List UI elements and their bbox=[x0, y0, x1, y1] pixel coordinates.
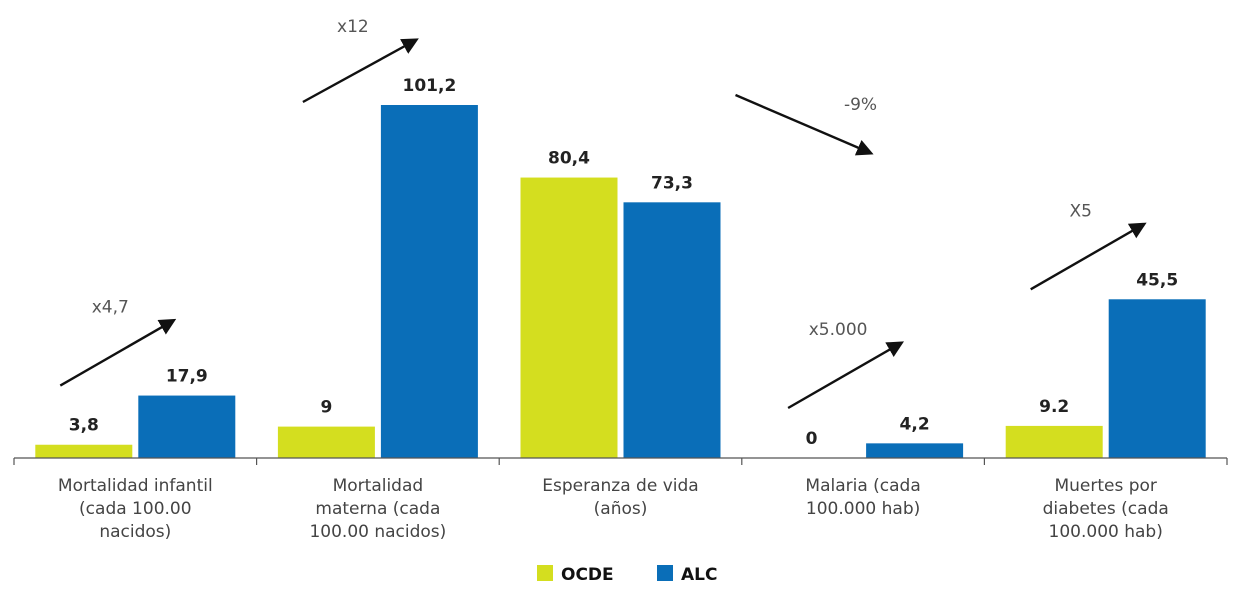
bar-alc-2 bbox=[380, 105, 478, 458]
annotation-label-4: x5.000 bbox=[809, 320, 868, 340]
bar-alc-1 bbox=[138, 395, 236, 458]
bar-alc-4 bbox=[866, 443, 964, 458]
annotation-label-3: -9% bbox=[844, 95, 877, 115]
data-label-ocde-5: 9.2 bbox=[1039, 397, 1069, 417]
category-label-5: Muertes por diabetes (cada 100.000 hab) bbox=[1043, 476, 1169, 542]
data-label-ocde-2: 9 bbox=[320, 398, 332, 418]
legend-swatch-alc bbox=[657, 565, 673, 581]
data-label-ocde-1: 3,8 bbox=[69, 416, 99, 436]
data-label-ocde-4: 0 bbox=[806, 429, 818, 449]
value-labels-layer: 3,8 17,9 9 101,2 80,4 73,3 0 4,2 9.2 45,5 bbox=[69, 76, 1178, 449]
annotation-label-2: x12 bbox=[337, 17, 369, 37]
category-label-1: Mortalidad infantil (cada 100.00 nacidos) bbox=[58, 476, 213, 542]
annotations-layer: x4,7 x12 -9% x5.000 X5 bbox=[59, 17, 1147, 410]
category-label-4: Malaria (cada 100.000 hab) bbox=[805, 476, 920, 519]
bar-alc-5 bbox=[1108, 299, 1206, 458]
bar-ocde-5 bbox=[1005, 425, 1103, 458]
data-label-alc-3: 73,3 bbox=[651, 173, 693, 193]
data-label-alc-1: 17,9 bbox=[166, 367, 208, 387]
bar-ocde-1 bbox=[35, 444, 133, 458]
bars-layer bbox=[35, 105, 1206, 459]
bar-ocde-3 bbox=[520, 177, 618, 459]
x-axis bbox=[13, 457, 1228, 465]
annotation-arrow-4 bbox=[787, 341, 905, 410]
legend-label-ocde: OCDE bbox=[561, 565, 614, 585]
data-label-ocde-3: 80,4 bbox=[548, 149, 590, 169]
legend-swatch-ocde bbox=[537, 565, 553, 581]
legend-label-alc: ALC bbox=[681, 565, 717, 585]
bar-alc-3 bbox=[623, 202, 721, 458]
annotation-arrow-5 bbox=[1030, 222, 1147, 291]
annotation-arrow-1 bbox=[59, 318, 177, 387]
category-labels-layer: Mortalidad infantil (cada 100.00 nacidos) M… bbox=[58, 476, 1169, 542]
category-label-2: Mortalidad materna (cada 100.00 nacidos) bbox=[309, 476, 446, 542]
annotation-label-5: X5 bbox=[1069, 201, 1091, 221]
data-label-alc-2: 101,2 bbox=[403, 76, 457, 96]
category-label-3: Esperanza de vida (años) bbox=[542, 476, 698, 519]
annotation-label-1: x4,7 bbox=[92, 298, 129, 318]
bar-ocde-2 bbox=[277, 426, 375, 458]
annotation-arrow-2 bbox=[302, 38, 419, 104]
data-label-alc-5: 45,5 bbox=[1136, 270, 1178, 290]
legend: OCDE ALC bbox=[537, 565, 717, 585]
data-label-alc-4: 4,2 bbox=[900, 414, 930, 434]
annotation-arrow-3 bbox=[735, 93, 874, 156]
